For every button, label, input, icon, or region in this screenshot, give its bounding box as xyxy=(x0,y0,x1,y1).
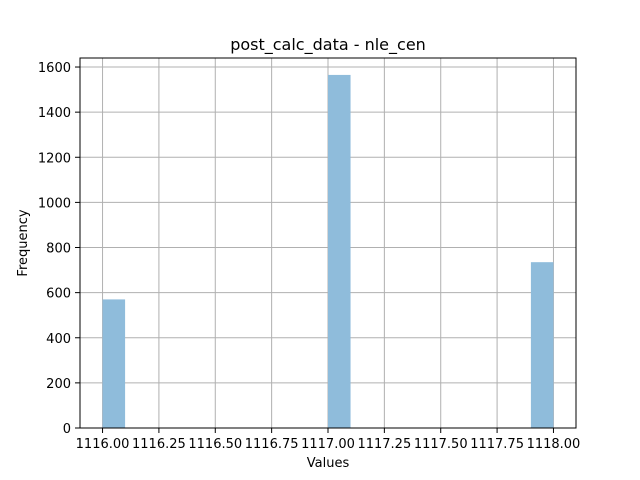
x-tick-label: 1117.50 xyxy=(414,437,468,452)
x-tick-label: 1118.00 xyxy=(527,437,581,452)
x-tick-label: 1116.00 xyxy=(76,437,130,452)
x-tick-label: 1116.25 xyxy=(132,437,186,452)
histogram-bar xyxy=(328,74,351,429)
y-tick-label: 200 xyxy=(46,377,71,392)
y-tick-label: 0 xyxy=(63,422,71,437)
y-tick-label: 1600 xyxy=(38,61,71,76)
histogram-bar xyxy=(530,262,554,428)
y-tick-label: 400 xyxy=(46,332,71,347)
x-tick-label: 1117.75 xyxy=(470,437,524,452)
y-tick-label: 1000 xyxy=(38,196,71,211)
y-axis-label: Frequency xyxy=(16,209,31,276)
chart-title: post_calc_data - nle_cen xyxy=(230,35,426,55)
y-axis-ticks: 0 200 400 600 800 1000 1200 1400 1600 xyxy=(38,61,80,437)
bars-group xyxy=(102,74,554,429)
x-tick-label: 1117.25 xyxy=(357,437,411,452)
y-tick-label: 1400 xyxy=(38,106,71,121)
y-tick-label: 600 xyxy=(46,287,71,302)
x-axis-ticks: 1116.00 1116.25 1116.50 1116.75 1117.00 1117.… xyxy=(76,428,581,452)
histogram-bar xyxy=(102,299,126,428)
x-axis-label: Values xyxy=(307,456,350,471)
y-tick-label: 800 xyxy=(46,242,71,257)
x-tick-label: 1116.50 xyxy=(188,437,242,452)
x-tick-label: 1117.00 xyxy=(301,437,355,452)
x-tick-label: 1116.75 xyxy=(245,437,299,452)
y-tick-label: 1200 xyxy=(38,151,71,166)
